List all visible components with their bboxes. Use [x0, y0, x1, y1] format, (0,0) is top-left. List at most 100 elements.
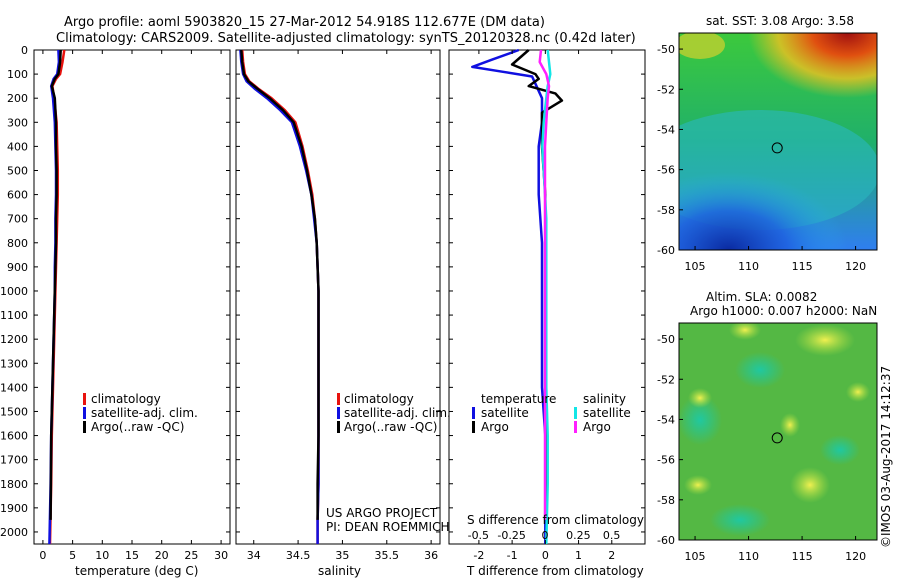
depth-tick-label: 1000: [0, 285, 28, 298]
temperature-axis-label: temperature (deg C): [75, 564, 198, 578]
depth-tick-label: 1100: [0, 309, 28, 322]
depth-tick-label: 600: [7, 189, 28, 202]
temperature-tick-label: 15: [125, 549, 139, 562]
temperature-legend: climatology satellite-adj. clim. Argo(..…: [83, 392, 198, 434]
legend-title-temperature: temperature: [481, 392, 556, 406]
temperature-tick-label: 0: [39, 549, 46, 562]
depth-tick-label: 700: [7, 213, 28, 226]
temperature-tick-label: 5: [69, 549, 76, 562]
legend-label-t-argo: Argo: [481, 420, 509, 434]
sla-blob: [820, 435, 860, 465]
sla-lat-tick-label: -58: [657, 494, 675, 507]
sla-map: [679, 323, 877, 540]
depth-axis: 0 100 200 300 400 500 600 700 800 900 1000 1100 1200…: [0, 44, 645, 539]
salinity-legend: climatology satellite-adj. clim. Argo(..…: [337, 392, 451, 434]
depth-tick-label: 1800: [0, 478, 28, 491]
s-difference-axis-label: S difference from climatology: [467, 513, 644, 527]
depth-tick-label: 1600: [0, 430, 28, 443]
s-difference-tick-label: 0.25: [566, 529, 591, 542]
salinity-tick-label: 35.5: [375, 549, 400, 562]
sla-lat-tick-label: -50: [657, 333, 675, 346]
legend-label-satellite: satellite-adj. clim.: [344, 406, 451, 420]
sla-lat-tick-label: -56: [657, 454, 675, 467]
depth-tick-label: 1200: [0, 333, 28, 346]
depth-tick-label: 2000: [0, 526, 28, 539]
depth-tick-label: 300: [7, 116, 28, 129]
sla-blob: [790, 467, 830, 503]
sst-lon-tick-label: 115: [792, 260, 813, 273]
sla-lon-tick-label: 110: [738, 550, 759, 563]
difference-t-satellite-line: [471, 48, 547, 544]
legend-title-salinity: salinity: [583, 392, 626, 406]
t-difference-tick-label: 1: [575, 549, 582, 562]
legend-swatch-climatology: [337, 393, 340, 405]
legend-swatch-s-satellite: [574, 407, 577, 419]
depth-tick-label: 100: [7, 68, 28, 81]
legend-label-climatology: climatology: [91, 392, 161, 406]
depth-tick-label: 500: [7, 164, 28, 177]
difference-t-argo-line: [510, 49, 564, 520]
depth-tick-label: 0: [21, 44, 28, 57]
sst-lon-tick-label: 105: [685, 260, 706, 273]
difference-s-argo-line: [538, 49, 551, 520]
s-difference-tick-label: 0.5: [603, 529, 621, 542]
depth-tick-label: 200: [7, 92, 28, 105]
legend-swatch-t-argo: [472, 421, 475, 433]
legend-label-satellite: satellite-adj. clim.: [91, 406, 198, 420]
depth-tick-label: 1500: [0, 405, 28, 418]
legend-swatch-t-satellite: [472, 407, 475, 419]
legend-label-argo: Argo(..raw -QC): [91, 420, 184, 434]
depth-tick-label: 900: [7, 261, 28, 274]
legend-swatch-climatology: [83, 393, 86, 405]
sst-argo-position-marker: [771, 142, 783, 154]
salinity-panel-frame: [235, 49, 441, 545]
sst-map-axes: 105 110 115 120 -50 -52 -54 -56 -58 -60: [657, 43, 866, 273]
sst-map-frame: [678, 32, 878, 251]
salinity-argo-line: [240, 49, 320, 520]
sst-map-warm-patch: [679, 33, 725, 59]
credit-pi: PI: DEAN ROEMMICH: [326, 520, 449, 534]
legend-label-climatology: climatology: [344, 392, 414, 406]
temperature-tick-label: 25: [184, 549, 198, 562]
sla-blob: [688, 388, 712, 408]
t-difference-axis-label: T difference from climatology: [466, 564, 644, 578]
sla-argo-position-marker: [771, 432, 783, 444]
temperature-argo-line: [49, 49, 62, 520]
sla-lat-tick-label: -54: [657, 413, 675, 426]
sla-map-frame: [678, 322, 878, 541]
sst-lon-tick-label: 120: [845, 260, 866, 273]
sla-blob: [729, 323, 761, 340]
sla-blob: [684, 475, 712, 495]
legend-label-s-argo: Argo: [583, 420, 611, 434]
temperature-tick-label: 10: [95, 549, 109, 562]
salinity-tick-label: 34.5: [286, 549, 311, 562]
s-difference-tick-label: -0.5: [468, 529, 489, 542]
sla-blob: [710, 504, 770, 536]
sla-lon-tick-label: 120: [845, 550, 866, 563]
salinity-climatology-line: [240, 49, 320, 544]
temperature-panel-frame: [33, 49, 231, 545]
sla-blob: [846, 382, 870, 402]
temperature-tick-label: 30: [214, 549, 228, 562]
difference-legend: temperature salinity satellite Argo sate…: [472, 392, 631, 434]
legend-swatch-argo: [337, 421, 340, 433]
salinity-tick-label: 34: [247, 549, 261, 562]
sla-blob: [780, 413, 800, 437]
legend-swatch-argo: [83, 421, 86, 433]
sla-blob: [795, 324, 855, 356]
t-difference-tick-label: 0: [542, 549, 549, 562]
salinity-axis-label: salinity: [318, 564, 361, 578]
sla-lat-tick-label: -60: [657, 534, 675, 547]
legend-label-s-satellite: satellite: [583, 406, 631, 420]
legend-label-argo: Argo(..raw -QC): [344, 420, 437, 434]
s-difference-tick-label: -0.25: [497, 529, 525, 542]
sla-map-subtitle: Argo h1000: 0.007 h2000: NaN: [690, 304, 877, 318]
legend-label-t-satellite: satellite: [481, 406, 529, 420]
sst-lat-tick-label: -60: [657, 244, 675, 257]
imos-stamp: ©IMOS 03-Aug-2017 14:12:37: [879, 366, 893, 548]
depth-tick-label: 1900: [0, 502, 28, 515]
legend-swatch-satellite: [337, 407, 340, 419]
depth-tick-label: 1700: [0, 454, 28, 467]
sst-lat-tick-label: -54: [657, 123, 675, 136]
